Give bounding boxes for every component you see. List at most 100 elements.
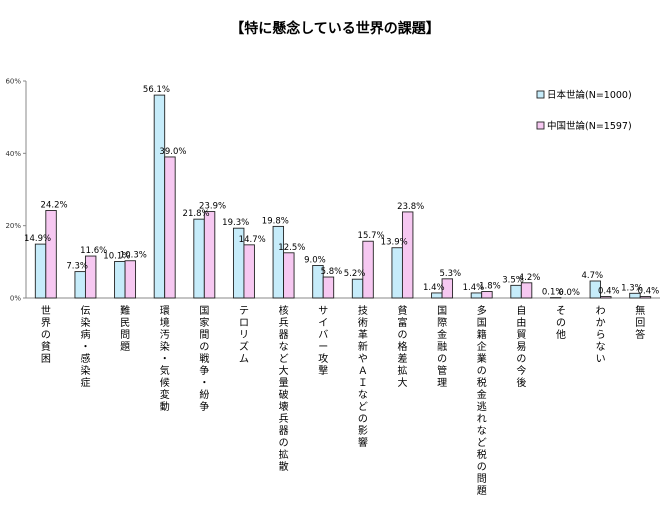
svg-text:環: 環 [160, 305, 170, 317]
svg-text:・: ・ [199, 378, 209, 389]
svg-text:伝: 伝 [80, 305, 90, 317]
svg-text:響: 響 [358, 436, 368, 449]
value-label-china: 5.3% [440, 269, 462, 279]
svg-text:由: 由 [516, 316, 526, 329]
svg-text:争: 争 [199, 400, 209, 413]
svg-text:・: ・ [160, 354, 170, 365]
svg-text:ど: ど [477, 437, 487, 449]
value-label-japan: 9.0% [304, 255, 326, 265]
svg-text:争: 争 [199, 364, 209, 377]
value-label-china: 0.4% [638, 287, 660, 297]
bar-japan [114, 261, 126, 299]
svg-text:や: や [358, 353, 368, 365]
y-tick-label: 0% [10, 295, 21, 303]
bar-china [283, 252, 295, 299]
svg-text:多: 多 [477, 304, 487, 317]
svg-text:の: の [279, 438, 289, 449]
svg-text:国: 国 [437, 305, 447, 317]
bar-china [84, 255, 97, 299]
svg-text:金: 金 [437, 328, 447, 341]
svg-text:貧: 貧 [397, 304, 407, 317]
value-label-china: 23.9% [199, 202, 226, 212]
value-label-china: 11.6% [80, 246, 107, 256]
svg-text:器: 器 [279, 425, 289, 437]
svg-text:汚: 汚 [160, 328, 170, 341]
bar-china [600, 296, 612, 299]
bar-japan [272, 225, 285, 299]
svg-text:壊: 壊 [279, 401, 289, 413]
svg-text:兵: 兵 [279, 316, 289, 329]
svg-text:か: か [596, 317, 606, 329]
svg-text:Ａ: Ａ [358, 366, 368, 377]
value-label-china: 0.0% [558, 288, 580, 298]
svg-text:の: の [358, 414, 368, 425]
bar-japan [510, 284, 522, 299]
value-label-china: 1.8% [479, 281, 501, 291]
svg-text:器: 器 [279, 329, 289, 341]
svg-text:世: 世 [41, 305, 51, 317]
svg-text:染: 染 [80, 364, 90, 377]
bar-japan [153, 94, 166, 299]
chart-title: 【特に懸念している世界の課題】 [230, 21, 440, 37]
svg-text:な: な [279, 341, 289, 353]
value-label-japan: 1.3% [621, 283, 643, 293]
svg-text:貿: 貿 [516, 329, 526, 341]
svg-text:易: 易 [516, 341, 526, 353]
category-label: 無回答 [635, 304, 645, 341]
svg-text:影: 影 [358, 425, 368, 437]
svg-text:感: 感 [80, 352, 90, 365]
svg-text:い: い [596, 354, 606, 365]
bar-china [639, 296, 652, 299]
legend-swatch-japan [536, 90, 545, 99]
y-tick-label: 20% [5, 222, 21, 230]
svg-text:問: 問 [120, 329, 130, 341]
bar-china [322, 276, 335, 299]
svg-text:わ: わ [596, 305, 606, 317]
svg-text:の: の [437, 354, 447, 365]
svg-text:染: 染 [160, 340, 170, 353]
value-label-japan: 10.1% [103, 251, 130, 261]
svg-text:術: 術 [358, 316, 368, 329]
svg-text:業: 業 [477, 352, 487, 365]
value-label-japan: 4.7% [582, 271, 604, 281]
svg-text:イ: イ [318, 318, 328, 329]
bar-china [520, 282, 533, 299]
bar-japan [431, 292, 443, 299]
value-label-japan: 7.3% [66, 262, 88, 272]
bar-china [124, 260, 137, 299]
svg-text:な: な [596, 341, 606, 353]
svg-text:の: の [397, 330, 407, 341]
value-label-japan: 0.1% [542, 288, 564, 298]
value-label-japan: 1.4% [463, 283, 485, 293]
svg-text:税: 税 [477, 376, 487, 389]
svg-text:核: 核 [279, 304, 289, 317]
svg-text:国: 国 [477, 317, 487, 329]
svg-text:紛: 紛 [199, 388, 209, 401]
svg-text:無: 無 [635, 304, 645, 317]
svg-text:Ｉ: Ｉ [358, 378, 368, 389]
svg-text:な: な [477, 425, 487, 437]
svg-text:融: 融 [437, 341, 447, 353]
svg-text:散: 散 [279, 460, 289, 473]
svg-text:攻: 攻 [318, 352, 328, 365]
svg-text:富: 富 [397, 316, 407, 329]
svg-text:の: の [516, 354, 526, 365]
bar-japan [391, 247, 403, 299]
svg-text:リ: リ [239, 330, 249, 341]
svg-text:管: 管 [437, 364, 447, 377]
svg-text:企: 企 [477, 340, 487, 353]
bar-japan [34, 243, 47, 299]
svg-text:・: ・ [80, 342, 90, 353]
svg-text:ズ: ズ [239, 340, 249, 353]
svg-text:ム: ム [239, 353, 249, 365]
bar-china [164, 156, 176, 299]
value-label-japan: 3.5% [502, 275, 524, 285]
